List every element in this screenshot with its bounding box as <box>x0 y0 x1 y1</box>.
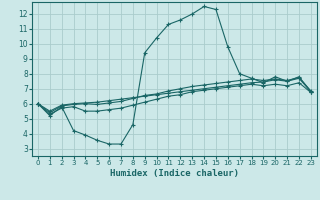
X-axis label: Humidex (Indice chaleur): Humidex (Indice chaleur) <box>110 169 239 178</box>
